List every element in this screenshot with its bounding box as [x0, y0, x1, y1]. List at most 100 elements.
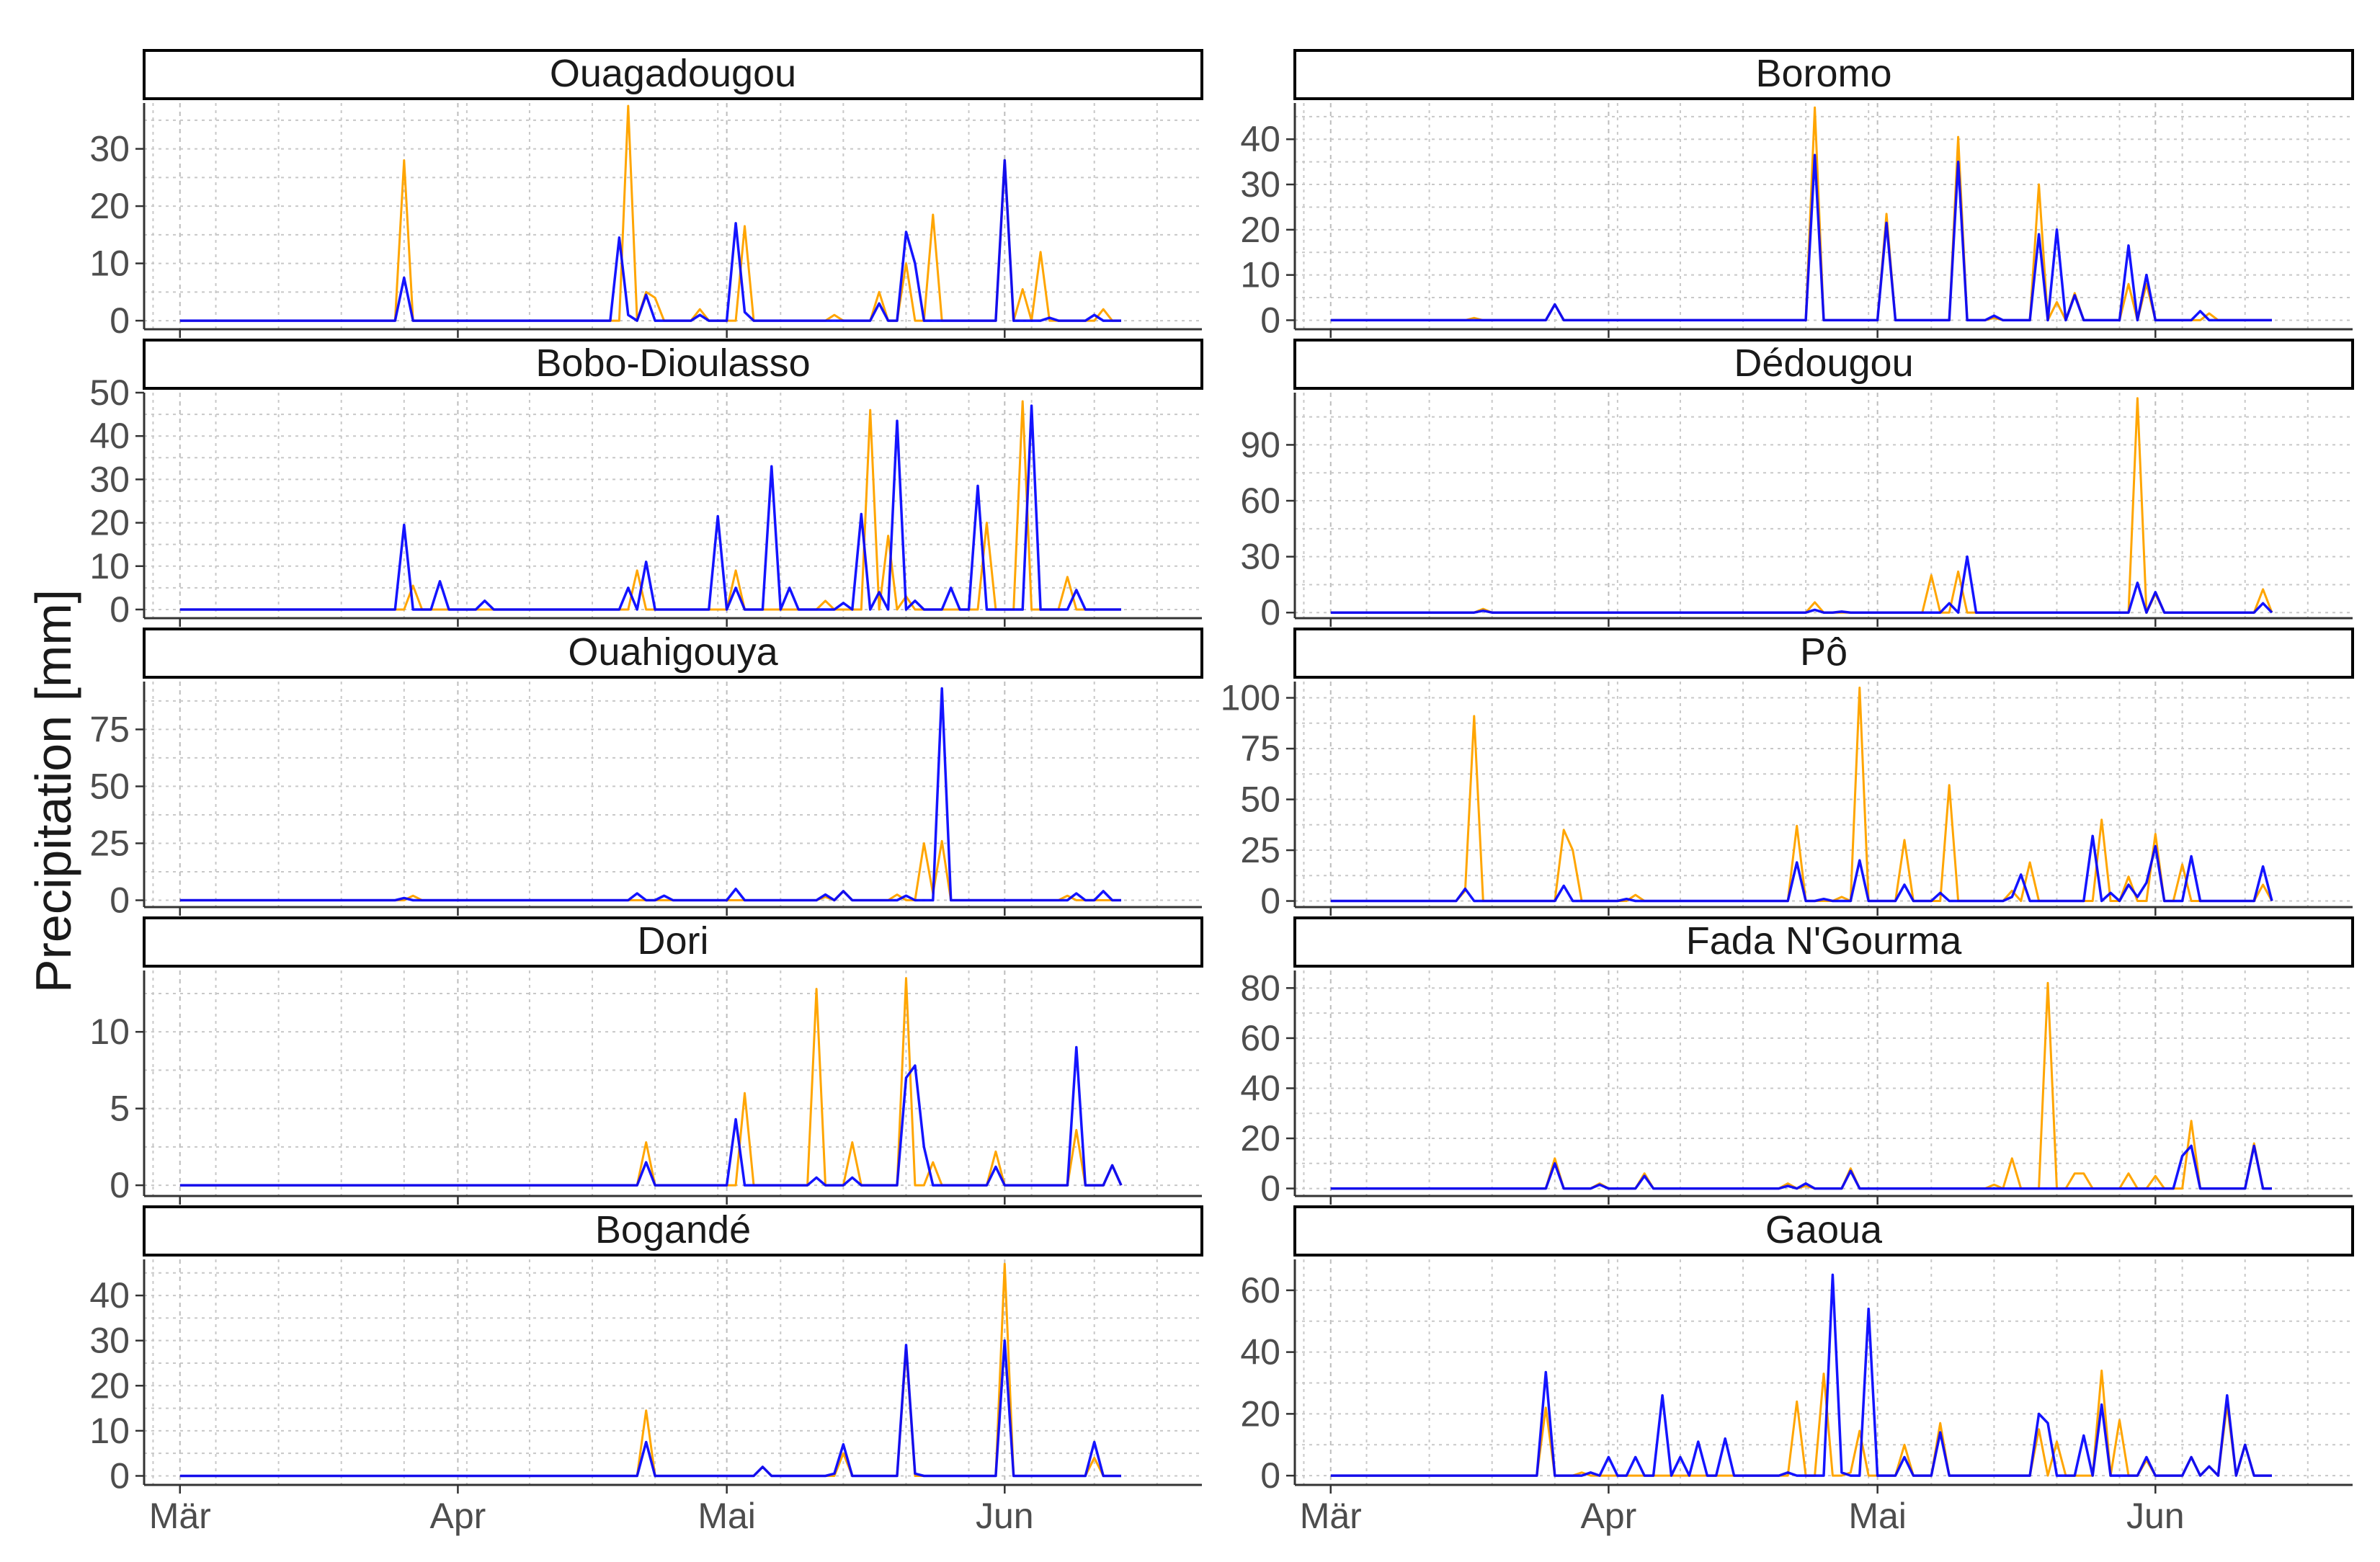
panel-title: Bogandé [595, 1208, 751, 1251]
series-line-blue [179, 404, 1121, 611]
series-group [179, 687, 1121, 902]
y-tick-label: 50 [89, 372, 130, 413]
series-group [1330, 687, 2273, 903]
y-tick-label: 20 [89, 503, 130, 543]
y-tick-label: 100 [1221, 678, 1280, 718]
x-tick-label: Mai [1848, 1496, 1907, 1536]
panel-ouahigouya: Ouahigouya 0 25 50 75 [89, 628, 1203, 921]
y-tick-label: 75 [89, 709, 130, 749]
panel-strip [143, 49, 1203, 100]
panel-strip [143, 628, 1203, 679]
y-tick-label: 50 [89, 766, 130, 806]
y-tick-label: 25 [1240, 830, 1280, 870]
y-tick-label: 60 [1240, 1270, 1280, 1311]
y-tick-label: 0 [1260, 1455, 1280, 1496]
y-tick-label: 10 [89, 1411, 130, 1451]
x-tick-label: Apr [1581, 1496, 1637, 1536]
x-tick-label: Mär [1300, 1496, 1362, 1536]
panel-strip [1293, 49, 2354, 100]
series-line-blue [1330, 1144, 2272, 1190]
panel-dedougou: Dédougou 0 30 60 90 [1240, 339, 2354, 633]
y-tick-label: 30 [1240, 164, 1280, 205]
y-tick-label: 30 [89, 1321, 130, 1361]
x-tick-label: Jun [976, 1496, 1034, 1536]
y-tick-label: 60 [1240, 1018, 1280, 1058]
panel-title: Ouahigouya [568, 630, 778, 674]
y-tick-label: 75 [1240, 728, 1280, 769]
panel-strip [1293, 339, 2354, 390]
panel-fada-n-gourma: Fada N'Gourma 0 20 40 60 80 [1240, 916, 2354, 1209]
y-tick-label: 0 [1260, 1169, 1280, 1209]
series-line-blue [179, 687, 1121, 902]
y-tick-label: 60 [1240, 481, 1280, 521]
panel-title: Boromo [1755, 52, 1891, 95]
series-group [1330, 397, 2273, 614]
y-tick-label: 0 [110, 300, 130, 341]
series-group [179, 1262, 1121, 1478]
panel-strip [143, 339, 1203, 390]
series-line-blue [179, 1045, 1123, 1187]
panel-title: Pô [1800, 630, 1848, 674]
panel-strip [1293, 1205, 2354, 1257]
y-axis-label: Precipitation [mm] [25, 589, 81, 993]
panel-ouagadougou: Ouagadougou 0 10 20 30 [89, 49, 1203, 341]
y-tick-label: 0 [110, 1165, 130, 1205]
panel-grid: Ouagadougou0102030Boromo010203040Bobo-Di… [89, 49, 2354, 1536]
y-tick-label: 20 [1240, 210, 1280, 250]
x-tick-label: Apr [430, 1496, 486, 1536]
panel-title: Gaoua [1765, 1208, 1883, 1251]
y-tick-label: 0 [110, 1455, 130, 1496]
series-line-blue [179, 159, 1121, 322]
y-tick-label: 0 [1260, 592, 1280, 633]
panel-po: Pô 0 25 50 75 100 [1221, 628, 2354, 921]
y-tick-label: 10 [89, 244, 130, 284]
y-tick-label: 0 [1260, 300, 1280, 340]
panel-title: Dédougou [1734, 342, 1913, 385]
y-tick-label: 0 [110, 880, 130, 921]
y-tick-label: 40 [1240, 1332, 1280, 1373]
y-tick-label: 25 [89, 823, 130, 863]
panel-strip [1293, 916, 2354, 968]
y-tick-label: 40 [1240, 1068, 1280, 1108]
panel-title: Ouagadougou [550, 52, 796, 95]
y-tick-label: 90 [1240, 424, 1280, 465]
panel-strip [1293, 628, 2354, 679]
series-line-blue [179, 1339, 1121, 1478]
panel-title: Fada N'Gourma [1686, 919, 1962, 963]
series-group [179, 104, 1121, 322]
panel-title: Dori [637, 919, 708, 963]
y-tick-label: 20 [89, 186, 130, 226]
y-tick-label: 10 [89, 1012, 130, 1052]
y-tick-label: 10 [89, 546, 130, 586]
x-tick-label: Mai [697, 1496, 756, 1536]
series-group [1330, 1273, 2272, 1477]
panel-strip [143, 1205, 1203, 1257]
panel-strip [143, 916, 1203, 968]
series-line-blue [1330, 834, 2273, 903]
series-group [179, 400, 1121, 611]
y-tick-label: 30 [89, 459, 130, 499]
series-line-blue [1330, 153, 2272, 322]
y-tick-label: 80 [1240, 968, 1280, 1008]
series-line-blue [1330, 1273, 2272, 1477]
panel-boromo: Boromo 0 10 20 30 40 [1240, 49, 2354, 340]
y-tick-label: 40 [89, 416, 130, 456]
y-tick-label: 20 [1240, 1393, 1280, 1434]
series-group [1330, 106, 2272, 322]
x-tick-label: Jun [2126, 1496, 2185, 1536]
y-tick-label: 0 [110, 589, 130, 630]
y-tick-label: 5 [110, 1089, 130, 1129]
y-tick-label: 0 [1260, 881, 1280, 921]
y-tick-label: 40 [1240, 119, 1280, 159]
x-tick-label: Mär [149, 1496, 211, 1536]
y-tick-label: 30 [89, 129, 130, 169]
y-tick-label: 20 [1240, 1118, 1280, 1159]
panel-dori: Dori 0 5 10 [89, 916, 1203, 1205]
y-tick-label: 40 [89, 1275, 130, 1316]
y-tick-label: 30 [1240, 537, 1280, 577]
series-line-blue [1330, 555, 2273, 614]
